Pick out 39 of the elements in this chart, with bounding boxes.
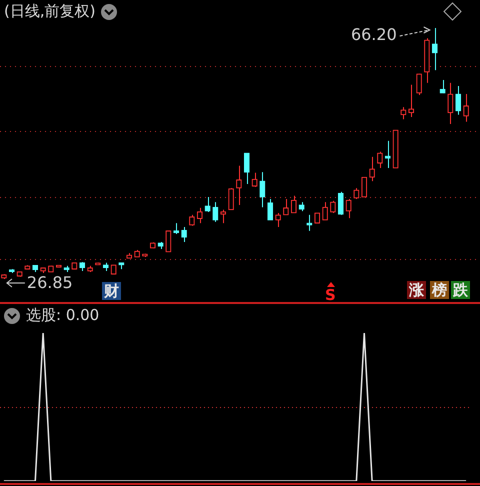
candlestick	[448, 82, 454, 124]
candlestick	[196, 207, 203, 224]
text: S	[324, 286, 337, 304]
candlestick	[260, 172, 266, 208]
chart-title: (日线,前复权)	[4, 2, 96, 21]
candlestick	[361, 176, 368, 198]
candlestick	[275, 212, 281, 228]
text: 财	[102, 282, 121, 300]
candlestick	[377, 151, 383, 169]
text: 涨	[407, 281, 426, 299]
text: 跌	[451, 281, 470, 299]
candlestick	[400, 106, 406, 120]
candlestick	[166, 230, 172, 252]
candlestick	[330, 200, 336, 214]
candlestick	[228, 188, 234, 210]
candlestick	[338, 191, 344, 216]
candlestick	[354, 188, 360, 200]
candlestick	[322, 202, 328, 220]
candlestick	[408, 84, 414, 118]
candlestick	[455, 86, 462, 116]
candlestick	[416, 73, 422, 96]
candlestick	[204, 196, 210, 213]
candlestick	[369, 156, 375, 182]
candlestick	[290, 195, 297, 214]
candlestick	[244, 152, 250, 184]
candlestick	[432, 28, 438, 71]
annotation: 66.20	[350, 25, 397, 44]
candlestick	[440, 79, 446, 94]
chart-title: 选股: 0.00	[26, 306, 100, 325]
candlestick	[252, 172, 258, 188]
text: 榜	[430, 281, 449, 299]
candlestick	[346, 198, 352, 219]
candlestick	[181, 226, 187, 243]
candlestick	[267, 198, 274, 220]
candlestick	[236, 165, 242, 206]
candlestick	[463, 94, 469, 122]
candlestick	[212, 202, 218, 222]
annotation: 26.85	[26, 273, 73, 292]
candlestick	[283, 198, 289, 216]
